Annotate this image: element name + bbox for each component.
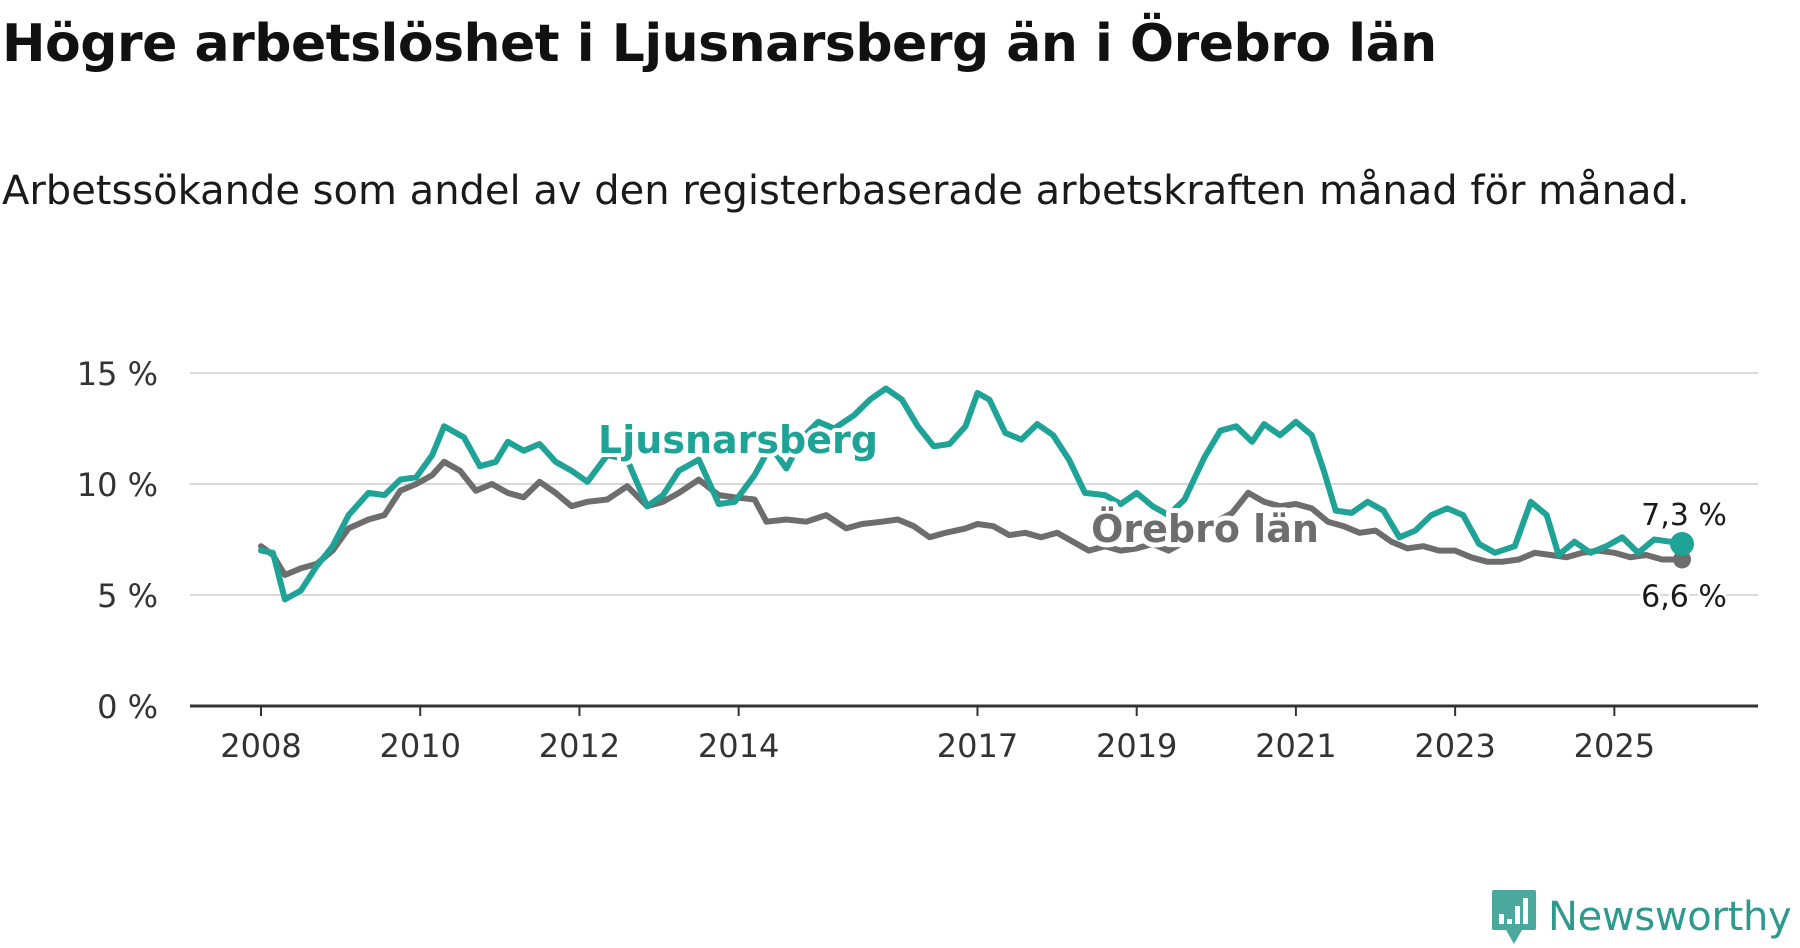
end-value-label-orebro-lan: 6,6 % xyxy=(1641,579,1727,614)
newsworthy-logo: Newsworthy xyxy=(1490,888,1792,946)
x-axis-ticks: 2008 2010 2012 2014 2017 2019 2021 2023 2025 xyxy=(220,706,1655,765)
y-tick-label: 0 % xyxy=(97,688,158,726)
newsworthy-wordmark: Newsworthy xyxy=(1548,894,1792,940)
x-tick-label: 2023 xyxy=(1414,727,1495,765)
series-lines xyxy=(258,385,1695,603)
x-tick-label: 2012 xyxy=(539,727,620,765)
y-tick-label: 10 % xyxy=(77,466,158,504)
x-tick-label: 2019 xyxy=(1096,727,1177,765)
end-value-label-ljusnarsberg: 7,3 % xyxy=(1641,498,1727,533)
y-tick-label: 5 % xyxy=(97,577,158,615)
x-tick-label: 2014 xyxy=(698,727,779,765)
chart-subtitle: Arbetssökande som andel av den registerb… xyxy=(2,168,1690,214)
y-axis-ticks: 0 % 5 % 10 % 15 % xyxy=(77,355,158,726)
chart-title: Högre arbetslöshet i Ljusnarsberg än i Ö… xyxy=(2,14,1437,74)
x-tick-label: 2021 xyxy=(1255,727,1336,765)
x-tick-label: 2017 xyxy=(937,727,1018,765)
series-name-orebro-lan: Örebro län xyxy=(1091,507,1319,551)
series-name-ljusnarsberg: Ljusnarsberg xyxy=(598,418,878,462)
series-labels: Ljusnarsberg Örebro län 7,3 % 6,6 % xyxy=(594,414,1730,617)
x-tick-label: 2008 xyxy=(220,727,301,765)
newsworthy-chart-icon xyxy=(1492,890,1536,944)
series-line-orebro-lan xyxy=(258,458,1685,578)
series-line-ljusnarsberg xyxy=(258,385,1685,603)
y-tick-label: 15 % xyxy=(77,355,158,393)
x-tick-label: 2010 xyxy=(379,727,460,765)
end-point-ljusnarsberg xyxy=(1670,531,1695,556)
grid-lines xyxy=(190,372,1758,596)
x-tick-label: 2025 xyxy=(1574,727,1655,765)
